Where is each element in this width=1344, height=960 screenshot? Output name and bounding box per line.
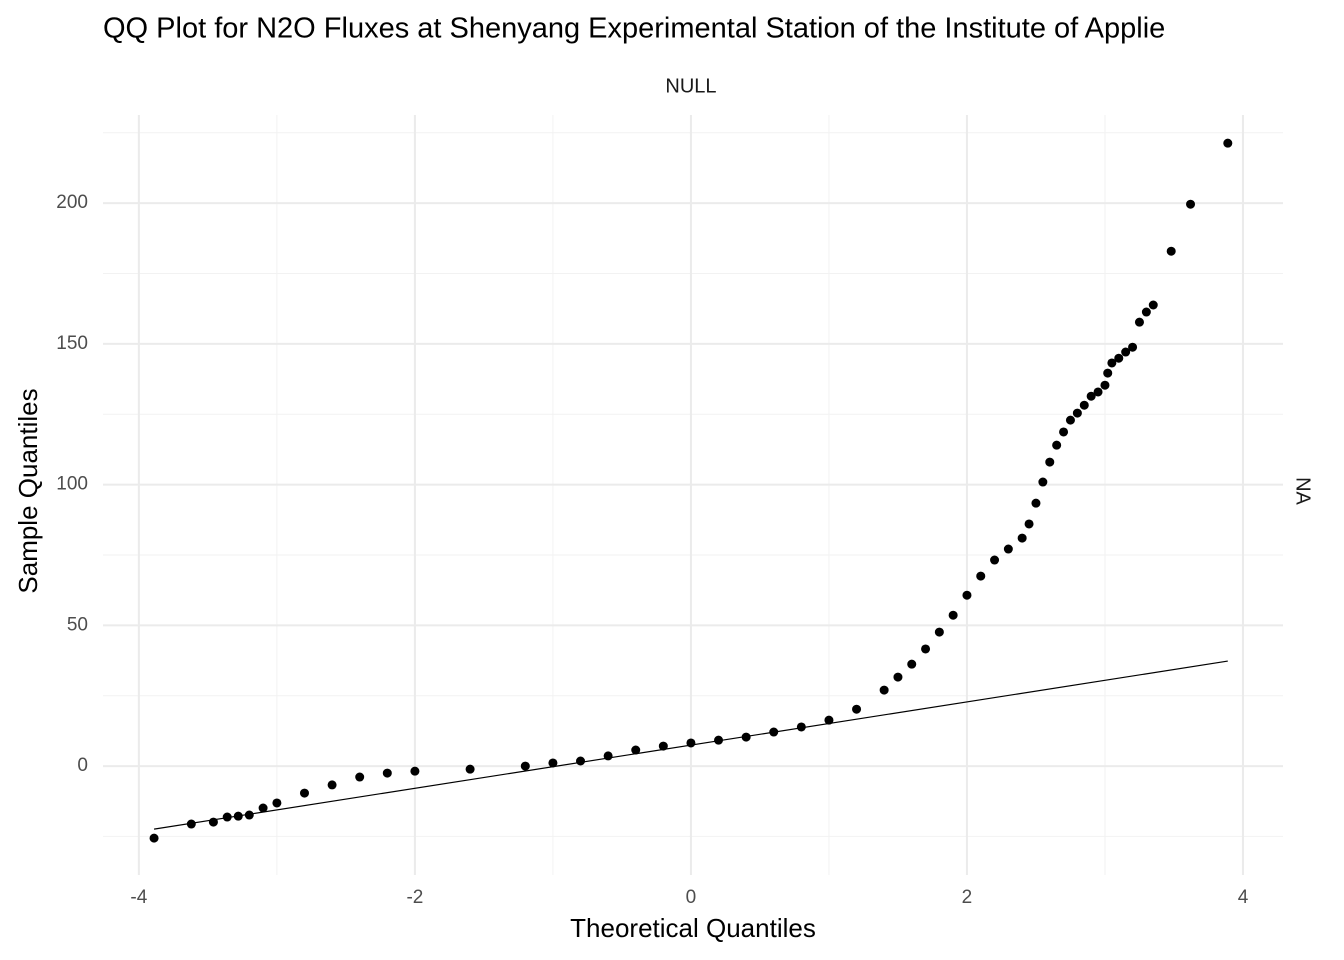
point — [686, 738, 696, 748]
y-tick-label: 150 — [56, 333, 88, 354]
point — [208, 817, 218, 827]
point — [1128, 342, 1138, 352]
point — [879, 685, 889, 695]
x-tick-label: 2 — [962, 887, 973, 908]
point — [603, 751, 613, 761]
point — [1107, 358, 1117, 368]
x-tick-label: -2 — [406, 887, 423, 908]
point — [796, 722, 806, 732]
point — [921, 644, 931, 654]
point — [852, 704, 862, 714]
point — [1093, 387, 1103, 397]
point — [714, 735, 724, 745]
point — [355, 772, 365, 782]
point — [222, 812, 232, 822]
facet-label: NULL — [665, 75, 716, 97]
point — [382, 768, 392, 778]
x-tick-label: 4 — [1238, 887, 1249, 908]
point — [244, 810, 254, 820]
point — [631, 745, 641, 755]
point — [1059, 427, 1069, 437]
x-tick-label: 0 — [686, 887, 697, 908]
point — [658, 741, 668, 751]
point — [1045, 457, 1055, 467]
point — [741, 732, 751, 742]
point — [1186, 199, 1196, 209]
point — [465, 764, 475, 774]
point — [990, 555, 1000, 565]
point — [410, 766, 420, 776]
point — [186, 819, 196, 829]
point — [1166, 246, 1176, 256]
point — [272, 798, 282, 808]
point — [1103, 368, 1113, 378]
point — [149, 833, 159, 843]
y-axis-title: Sample Quantiles — [13, 388, 43, 593]
chart-title: QQ Plot for N2O Fluxes at Shenyang Exper… — [103, 13, 1165, 45]
x-tick-label: -4 — [130, 887, 147, 908]
point — [1100, 380, 1110, 390]
point — [1072, 408, 1082, 418]
point — [548, 758, 558, 768]
point — [576, 756, 586, 766]
y-tick-label: 100 — [56, 474, 88, 495]
point — [1223, 138, 1233, 148]
point — [1086, 391, 1096, 401]
y-tick-label: 200 — [56, 192, 88, 213]
point — [233, 811, 243, 821]
point — [1024, 519, 1034, 529]
point — [976, 571, 986, 581]
y-tick-label: 50 — [67, 614, 88, 635]
point — [1141, 307, 1151, 317]
point — [962, 590, 972, 600]
point — [907, 659, 917, 669]
point — [1065, 415, 1075, 425]
point — [1148, 300, 1158, 310]
point — [1031, 498, 1041, 508]
point — [1017, 533, 1027, 543]
point — [893, 672, 903, 682]
point — [1134, 317, 1144, 327]
point — [1038, 477, 1048, 487]
y-tick-label: 0 — [77, 755, 88, 776]
point — [258, 803, 268, 813]
point — [1003, 544, 1013, 554]
point — [327, 780, 337, 790]
facet-label: NA — [1292, 477, 1314, 505]
point — [1114, 353, 1124, 363]
point — [948, 610, 958, 620]
point — [769, 727, 779, 737]
x-axis-title: Theoretical Quantiles — [570, 913, 816, 943]
point — [520, 761, 530, 771]
point — [299, 788, 309, 798]
point — [934, 627, 944, 637]
point — [1121, 347, 1131, 357]
point — [1079, 400, 1089, 410]
point — [824, 715, 834, 725]
point — [1052, 440, 1062, 450]
